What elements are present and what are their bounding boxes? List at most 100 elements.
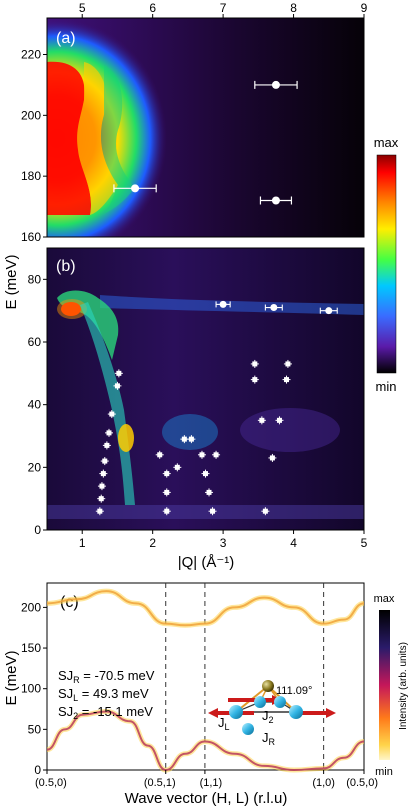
top-tick-label: 8 — [290, 1, 297, 15]
y-axis-label-ab: E (meV) — [3, 254, 20, 309]
data-point — [104, 442, 110, 448]
data-point — [164, 471, 170, 477]
annotation-sj-l: SJL = 49.3 meV — [58, 686, 149, 703]
data-point — [181, 436, 187, 442]
panel-a-green-band — [100, 65, 135, 215]
panel-b-label: (b) — [56, 258, 76, 275]
panel-b-x-axis: 1 2 3 4 5 — [79, 530, 368, 550]
panel-c-frame — [46, 582, 365, 771]
data-point — [203, 471, 208, 477]
y-tick-label: 180 — [21, 169, 41, 183]
y-tick-label: 200 — [21, 600, 41, 614]
x-tick-label: 3 — [220, 536, 227, 550]
y-axis-label-c: E (meV) — [3, 650, 20, 705]
x-tick-label: (1,1) — [200, 777, 223, 789]
x-tick-label: 4 — [290, 536, 297, 550]
inset-atom-2 — [289, 705, 303, 719]
panel-c-y-axis: 0 50 100 150 200 — [21, 600, 47, 777]
colorbar-ab-bar — [376, 154, 397, 374]
x-tick-label: (0.5,1) — [144, 777, 176, 789]
inset-jr-label: JR — [262, 730, 276, 747]
y-tick-label: 50 — [28, 722, 42, 736]
panel-a-yellow-band — [77, 62, 118, 215]
colorbar-ab-max-label: max — [374, 135, 399, 150]
data-point — [252, 361, 258, 367]
data-point — [206, 489, 212, 495]
inset-spin-head-3 — [326, 708, 336, 718]
colorbar-c: max min Intensity (arb. units) — [374, 593, 409, 778]
panel-a-label: (a) — [56, 30, 76, 47]
data-point — [210, 508, 216, 514]
data-point — [164, 489, 170, 495]
panel-b-y-axis: 0 20 40 60 80 — [28, 272, 47, 537]
data-point — [100, 471, 106, 477]
panel-b-background — [47, 248, 364, 530]
y-tick-label: 40 — [28, 398, 42, 412]
data-point — [325, 307, 333, 315]
panel-a-points — [113, 80, 298, 205]
panel-b-right-glow — [240, 408, 340, 452]
colorbar-c-min-label: min — [375, 766, 393, 778]
panel-a: (a) 5 6 7 8 9 160 180 200 220 — [21, 1, 368, 244]
panel-c-dashed-lines — [165, 583, 325, 770]
colorbar-ab-min-label: min — [376, 379, 397, 394]
y-tick-label: 0 — [34, 523, 41, 537]
annotation-sj-r: SJR = -70.5 meV — [58, 668, 155, 685]
panel-a-top-axis: 5 6 7 8 9 — [79, 1, 368, 18]
data-point — [157, 452, 163, 458]
panel-c-x-axis: (0.5,0) (0.5,1) (1,1) (1,0) (0.5,0) — [35, 770, 378, 789]
data-point — [276, 417, 282, 423]
x-axis-label-b: |Q| (Å⁻¹) — [178, 554, 235, 571]
x-axis-label-c: Wave vector (H, L) (r.l.u) — [125, 790, 288, 807]
data-point — [98, 496, 104, 502]
data-point — [284, 377, 290, 383]
data-point — [106, 430, 112, 436]
top-tick-label: 7 — [220, 1, 227, 15]
inset-atom-3 — [254, 696, 266, 708]
panel-c-exchange-values: SJR = -70.5 meV SJL = 49.3 meV SJ2 = -15… — [58, 668, 155, 721]
y-tick-label: 60 — [28, 335, 42, 349]
colorbar-c-bar — [379, 610, 390, 760]
inset-spin-head-2 — [208, 708, 218, 718]
y-tick-label: 150 — [21, 641, 41, 655]
panel-b-flat-band — [100, 295, 364, 315]
dispersion-branch — [46, 710, 365, 772]
data-point — [213, 452, 219, 458]
data-point — [259, 417, 265, 423]
panel-c-inset-structure: 111.09° JL J2 JR — [208, 680, 336, 747]
colorbar-ab: max min — [374, 135, 399, 394]
data-point — [252, 377, 258, 383]
y-tick-label: 220 — [21, 48, 41, 62]
data-point — [102, 458, 108, 464]
y-tick-label: 80 — [28, 272, 42, 286]
colorbar-c-title: Intensity (arb. units) — [398, 642, 409, 730]
data-point — [199, 452, 205, 458]
panel-b-yellow-spot — [118, 424, 134, 452]
panel-b-points — [95, 300, 338, 516]
y-tick-label: 200 — [21, 108, 41, 122]
annotation-sj-2: SJ2 = -15.1 meV — [58, 704, 153, 721]
panel-c-dispersion — [46, 588, 365, 773]
colorbar-c-max-label: max — [374, 593, 395, 605]
inset-jl-label: JL — [218, 715, 230, 732]
data-point — [131, 184, 140, 193]
data-point — [271, 80, 280, 89]
data-point — [262, 508, 268, 514]
y-tick-label: 160 — [21, 230, 41, 244]
data-point — [271, 196, 280, 205]
x-tick-label: (0.5,0) — [35, 777, 67, 789]
inset-atom-4 — [274, 696, 286, 708]
x-tick-label: (0.5,0) — [346, 777, 378, 789]
inset-atom-1 — [229, 705, 243, 719]
data-point — [109, 411, 115, 417]
x-tick-label: 5 — [361, 536, 368, 550]
x-tick-label: 1 — [79, 536, 86, 550]
y-tick-label: 100 — [21, 682, 41, 696]
data-point — [269, 455, 275, 461]
x-tick-label: (1,0) — [312, 777, 335, 789]
panel-b-red-spot — [61, 302, 81, 316]
data-point — [188, 436, 194, 442]
data-point — [270, 304, 278, 312]
